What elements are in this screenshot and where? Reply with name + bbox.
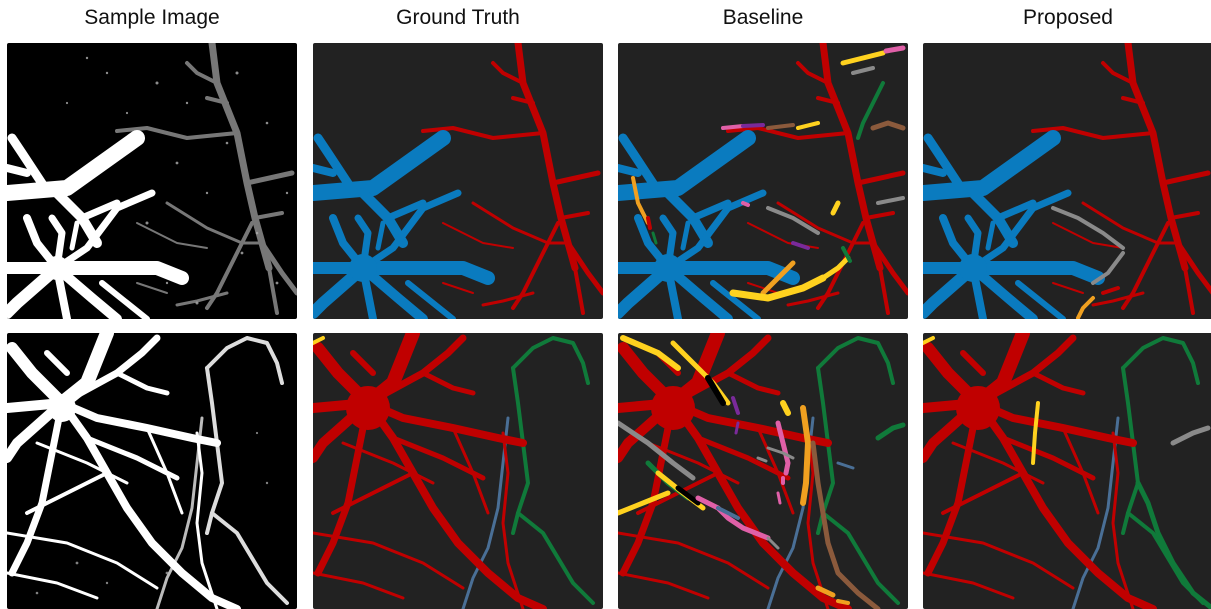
sample-image-row2 (7, 333, 297, 609)
column-title-ground-truth: Ground Truth (396, 6, 520, 29)
baseline-row2 (618, 333, 908, 609)
column-title-baseline: Baseline (722, 6, 804, 29)
proposed-row1 (923, 43, 1211, 319)
column-title-sample-image: Sample Image (84, 6, 220, 29)
ground-truth-row1 (313, 43, 603, 319)
ground-truth-row2 (313, 333, 603, 609)
column-title-proposed: Proposed (1023, 6, 1113, 29)
sample-image-row1 (7, 43, 297, 319)
baseline-row1 (618, 43, 908, 319)
proposed-row2 (923, 333, 1211, 609)
